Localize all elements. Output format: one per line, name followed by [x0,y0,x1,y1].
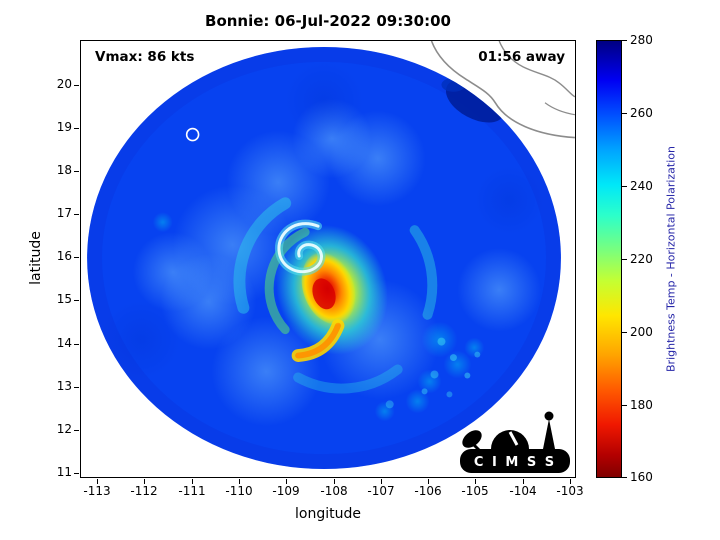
cimss-logo-text: C I M S S [474,455,556,470]
x-axis-label: longitude [295,506,361,522]
eta-label: 01:56 away [478,49,565,65]
plot-area: Vmax: 86 kts 01:56 away C I M S S [80,40,576,478]
x-tick-label: -111 [178,484,206,498]
tick-mark [74,171,79,172]
tick-mark [570,479,571,484]
tick-mark [74,257,79,258]
tick-mark [428,479,429,484]
x-tick-label: -103 [556,484,584,498]
tick-mark [622,405,627,406]
tick-mark [239,479,240,484]
tick-mark [523,479,524,484]
tick-mark [622,477,627,478]
y-tick-label: 18 [56,163,72,177]
colorbar-tick-label: 180 [630,398,653,412]
y-axis-label: latitude [28,231,44,285]
tick-mark [144,479,145,484]
swath [87,46,561,470]
plot-title: Bonnie: 06-Jul-2022 09:30:00 [205,12,451,30]
tick-mark [74,344,79,345]
radio-tower-icon [543,419,555,449]
y-tick-label: 19 [56,120,72,134]
x-tick-label: -105 [461,484,489,498]
tick-mark [381,479,382,484]
y-tick-label: 12 [56,422,72,436]
y-tick-label: 15 [56,292,72,306]
x-tick-label: -107 [367,484,395,498]
tick-mark [622,186,627,187]
tick-mark [74,128,79,129]
satellite-dish-icon [462,430,482,448]
tick-mark [622,332,627,333]
tick-mark [622,259,627,260]
tick-mark [334,479,335,484]
brightness-temp-field [87,41,575,470]
tick-mark [74,85,79,86]
tick-mark [97,479,98,484]
y-tick-label: 13 [56,379,72,393]
y-tick-label: 16 [56,249,72,263]
y-tick-label: 17 [56,206,72,220]
tick-mark [74,387,79,388]
colorbar-axis-label: Brightness Temp - Horizontal Polarizatio… [664,146,678,372]
coastline [430,41,575,139]
y-tick-label: 20 [56,77,72,91]
tick-mark [286,479,287,484]
colorbar-tick-label: 200 [630,325,653,339]
x-tick-label: -110 [225,484,253,498]
tick-mark [74,430,79,431]
contour-ring [185,127,200,142]
x-tick-label: -109 [272,484,300,498]
x-tick-label: -113 [83,484,111,498]
colorbar-tick-label: 280 [630,33,653,47]
tick-mark [74,214,79,215]
colorbar-tick-label: 160 [630,470,653,484]
colorbar-tick-label: 220 [630,252,653,266]
vmax-label: Vmax: 86 kts [95,49,195,65]
x-tick-label: -104 [509,484,537,498]
colorbar [596,40,622,478]
y-tick-label: 11 [56,465,72,479]
cimss-logo: C I M S S [460,411,570,473]
x-tick-label: -108 [320,484,348,498]
tick-mark [475,479,476,484]
tick-mark [74,300,79,301]
tick-mark [74,473,79,474]
tick-mark [622,113,627,114]
colorbar-tick-label: 260 [630,106,653,120]
tick-mark [192,479,193,484]
tick-mark [622,40,627,41]
observatory-dome-icon [491,430,529,449]
x-tick-label: -112 [130,484,158,498]
x-tick-label: -106 [414,484,442,498]
colorbar-tick-label: 240 [630,179,653,193]
y-tick-label: 14 [56,336,72,350]
